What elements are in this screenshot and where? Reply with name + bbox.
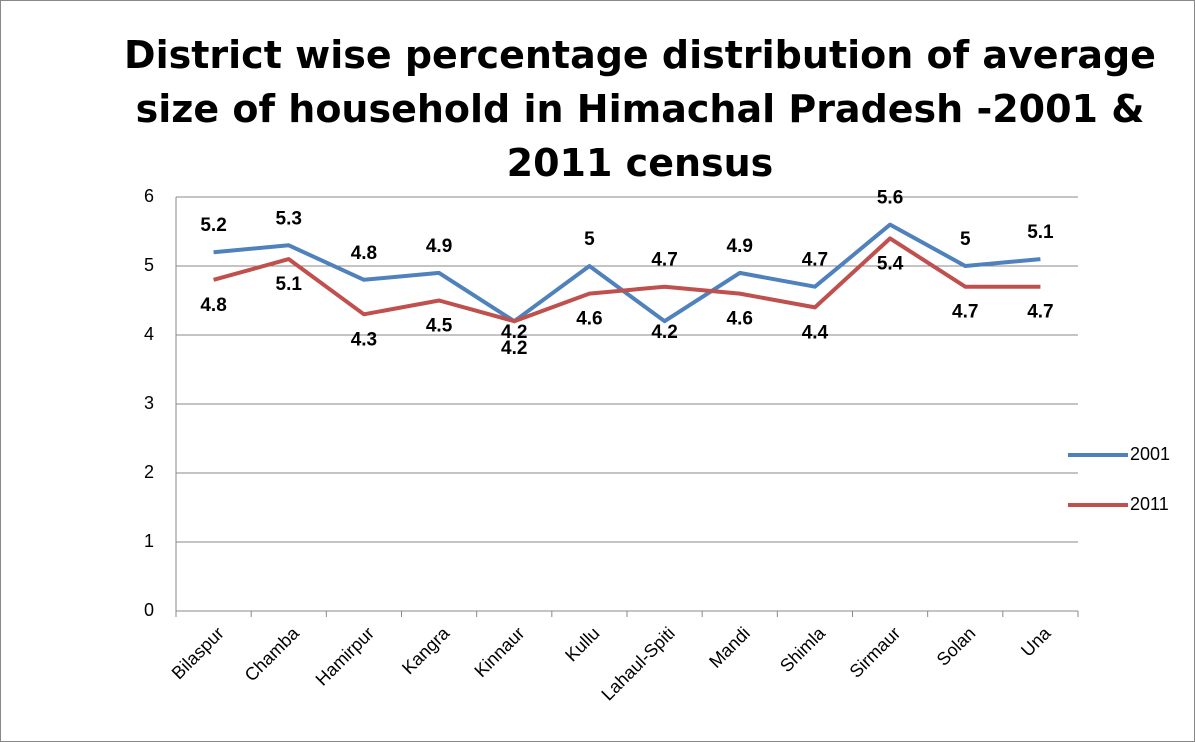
data-label: 5.4 — [877, 253, 904, 274]
line-series — [213, 236, 1041, 324]
x-tick-label: Hamirpur — [312, 623, 378, 689]
y-tick-label: 5 — [144, 255, 154, 275]
data-label: 4.6 — [727, 309, 753, 330]
data-label: 4.7 — [952, 302, 978, 323]
x-tick-label: Lahaul-Spiti — [597, 623, 678, 704]
legend-label: 2001 — [1130, 444, 1170, 464]
x-tick-label: Chamba — [241, 622, 304, 685]
data-label: 5.6 — [877, 188, 903, 209]
y-tick-label: 1 — [144, 531, 154, 551]
data-label: 5.3 — [276, 208, 302, 229]
x-tick-label: Bilaspur — [168, 623, 228, 683]
data-label: 5.2 — [200, 215, 226, 236]
data-label: 4.7 — [1027, 302, 1053, 323]
data-label: 4.8 — [200, 295, 226, 316]
data-label: 4.6 — [576, 309, 602, 330]
x-tick-label: Kangra — [398, 622, 454, 678]
data-label: 4.5 — [426, 316, 453, 337]
y-tick-label: 0 — [144, 600, 154, 620]
data-label: 4.9 — [426, 236, 452, 257]
data-label: 4.7 — [651, 250, 677, 271]
x-tick-label: Shimla — [776, 622, 830, 676]
data-label: 5 — [584, 229, 595, 250]
data-label: 4.7 — [802, 250, 828, 271]
y-tick-label: 3 — [144, 393, 154, 413]
data-label: 4.4 — [802, 322, 829, 343]
data-label: 5 — [960, 229, 971, 250]
data-label: 5.1 — [1027, 222, 1054, 243]
y-tick-label: 2 — [144, 462, 154, 482]
x-tick-label: Sirmaur — [846, 623, 905, 682]
line-series — [213, 222, 1041, 324]
data-label: 4.2 — [501, 338, 527, 359]
x-tick-label: Kinnaur — [470, 623, 528, 681]
x-tick-label: Mandi — [705, 623, 754, 672]
data-label: 5.1 — [276, 274, 303, 295]
data-label: 4.8 — [351, 243, 377, 264]
y-tick-label: 4 — [144, 324, 154, 344]
x-tick-label: Solan — [933, 623, 980, 670]
x-tick-label: Una — [1017, 622, 1055, 660]
legend-label: 2011 — [1130, 494, 1169, 514]
data-label: 4.2 — [651, 322, 677, 343]
x-tick-label: Kullu — [561, 623, 603, 665]
data-label: 4.3 — [351, 329, 377, 350]
data-label: 4.2 — [501, 322, 527, 343]
y-tick-label: 6 — [144, 186, 154, 206]
data-label: 4.9 — [727, 236, 753, 257]
chart-title: District wise percentage distribution of… — [124, 33, 1156, 185]
